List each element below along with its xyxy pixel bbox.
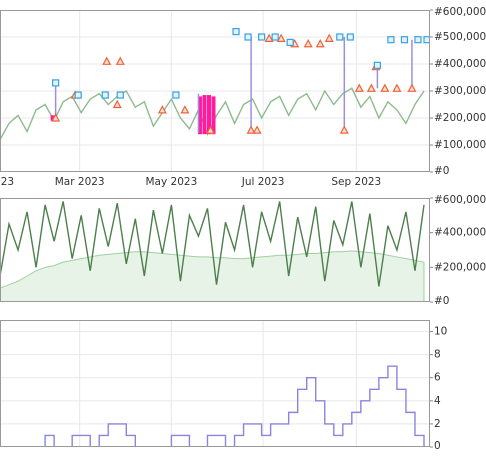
line	[0, 201, 425, 287]
area	[0, 250, 425, 302]
triangle-marker	[315, 38, 325, 48]
square-marker	[400, 36, 409, 44]
triangle-marker	[264, 33, 274, 42]
x-tick-label: Mar 2023	[55, 176, 105, 188]
y-tick-label: 2	[434, 418, 441, 430]
panel: 0 2 4 6 8 10	[0, 320, 447, 452]
triangle-marker	[115, 56, 125, 65]
triangle-marker	[354, 83, 364, 92]
y-tick-label: #100,000	[434, 139, 486, 151]
square-marker	[286, 38, 294, 47]
triangle-marker	[324, 33, 334, 42]
y-tick-label: 8	[434, 349, 441, 361]
square-marker	[172, 91, 180, 99]
square-marker	[387, 36, 395, 44]
y-tick-label: #500,000	[434, 31, 486, 43]
square-marker	[116, 91, 124, 99]
triangle-marker	[303, 38, 313, 48]
y-tick-label: #600,000	[434, 6, 486, 18]
y-tick-label: #400,000	[434, 58, 486, 70]
square-marker	[414, 36, 422, 44]
triangle-marker	[157, 105, 167, 114]
x-tick-label: Jan 2023	[0, 176, 14, 188]
y-tick-label: 4	[434, 395, 441, 407]
y-tick-label: #600,000	[434, 194, 486, 206]
square-marker	[373, 61, 381, 69]
triangle-marker	[366, 83, 376, 92]
square-marker	[74, 91, 82, 99]
triangle-marker	[407, 83, 417, 92]
square-marker	[101, 91, 109, 99]
y-tick-label: #200,000	[434, 261, 486, 273]
x-tick-label: May 2023	[146, 176, 198, 188]
step-line	[0, 365, 430, 447]
square-marker	[52, 79, 60, 87]
panel: #0 #100,000 #200,000 #300,000 #400,000 #500,0…	[0, 6, 486, 188]
plot-area	[0, 10, 430, 172]
triangle-marker	[112, 99, 122, 109]
triangle-marker	[339, 125, 349, 134]
x-tick-label: Sep 2023	[331, 176, 381, 188]
triangle-marker	[180, 105, 190, 114]
panel-frame	[0, 10, 430, 172]
triangle-marker	[392, 83, 402, 92]
square-marker	[336, 33, 344, 41]
y-tick-label: #200,000	[434, 112, 486, 124]
plot-area	[0, 320, 430, 447]
triangle-marker	[205, 125, 215, 134]
square-marker	[346, 33, 354, 41]
y-tick-label: #0	[434, 295, 449, 307]
y-tick-label: #400,000	[434, 227, 486, 239]
y-tick-label: #0	[434, 165, 449, 177]
triangle-marker	[51, 113, 61, 122]
plot-area	[0, 201, 425, 302]
panel: #0 #200,000 #400,000 #600,000	[0, 194, 486, 307]
triangle-marker	[102, 56, 112, 65]
y-tick-label: 10	[434, 326, 447, 338]
square-marker	[232, 28, 240, 36]
y-tick-label: #300,000	[434, 85, 486, 97]
y-tick-label: 6	[434, 372, 441, 384]
x-tick-label: Jul 2023	[241, 176, 285, 188]
square-marker	[258, 33, 266, 41]
square-marker	[244, 33, 252, 41]
triangle-marker	[246, 125, 256, 134]
panel-frame	[0, 198, 430, 302]
panel-frame	[0, 320, 430, 447]
triangle-marker	[252, 125, 262, 134]
square-marker	[271, 33, 279, 41]
triangle-marker	[380, 83, 390, 92]
triangle-marker	[276, 33, 286, 42]
y-tick-label: 0	[434, 440, 441, 452]
